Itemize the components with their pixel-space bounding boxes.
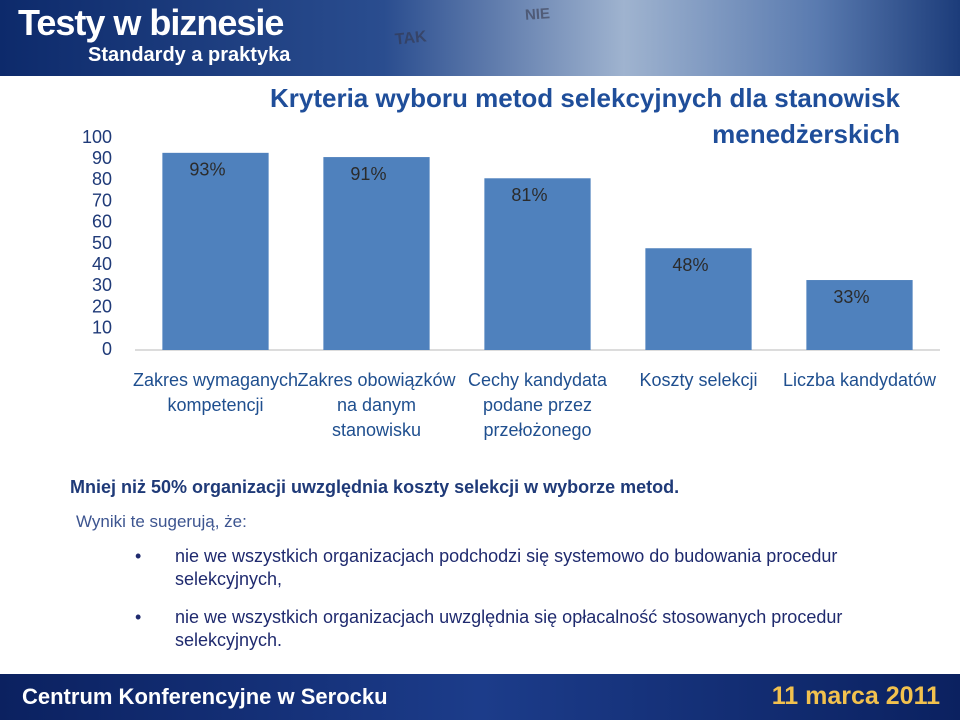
bullet: • nie we wszystkich organizacjach podchod…: [135, 546, 838, 589]
y-tick-label: 90: [92, 148, 112, 168]
bullet-list: • nie we wszystkich organizacjach podchod…: [135, 545, 915, 652]
footer-left: Centrum Konferencyjne w Serocku: [22, 684, 388, 709]
bullet: • nie we wszystkich organizacjach uwzględ…: [135, 607, 843, 650]
value-label: 91%: [350, 164, 386, 184]
y-tick-label: 50: [92, 233, 112, 253]
bullet-text: nie we wszystkich organizacjach podchodz…: [175, 546, 838, 589]
header-banner: [0, 0, 960, 76]
x-tick-label: Koszty selekcji: [639, 370, 758, 390]
footer-banner: [0, 674, 960, 720]
y-tick-label: 30: [92, 275, 112, 295]
y-tick-label: 20: [92, 296, 112, 316]
bar: [484, 178, 591, 350]
headline: Mniej niż 50% organizacji uwzględnia kos…: [70, 477, 680, 497]
chart-title: Kryteria wyboru metod selekcyjnych dla s…: [269, 83, 900, 149]
y-tick-label: 100: [82, 127, 112, 147]
footer-right: 11 marca 2011: [771, 682, 940, 710]
x-tick-label: Liczba kandydatów: [782, 370, 937, 390]
value-label: 81%: [511, 185, 547, 205]
bullet-text: nie we wszystkich organizacjach uwzględn…: [175, 607, 843, 650]
x-tick-label: Cechy kandydata podane przez przełożoneg…: [467, 370, 608, 440]
header-subtitle: Standardy a praktyka: [88, 44, 291, 66]
y-tick-label: 70: [92, 190, 112, 210]
y-tick-label: 0: [102, 339, 112, 359]
x-tick-label: Zakres wymaganych kompetencji: [132, 370, 299, 415]
bar: [806, 280, 913, 350]
intro: Wyniki te sugerują, że:: [76, 512, 247, 531]
y-tick-label: 10: [92, 318, 112, 338]
value-label: 33%: [833, 287, 869, 307]
bar: [645, 248, 752, 350]
header-title: Testy w biznesie: [18, 2, 284, 43]
x-tick-label: Zakres obowiązków na danym stanowisku: [297, 370, 456, 440]
y-tick-label: 60: [92, 212, 112, 232]
y-tick-label: 80: [92, 169, 112, 189]
bar: [162, 152, 269, 350]
value-label: 48%: [672, 255, 708, 275]
bar: [323, 157, 430, 350]
value-label: 93%: [189, 160, 225, 180]
y-tick-label: 40: [92, 254, 112, 274]
